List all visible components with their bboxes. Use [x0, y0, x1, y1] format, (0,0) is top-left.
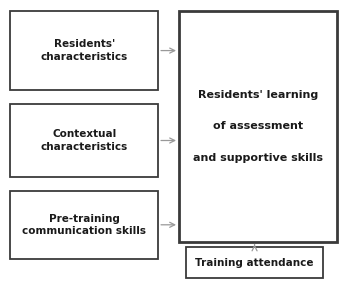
FancyBboxPatch shape [10, 11, 158, 90]
FancyBboxPatch shape [10, 191, 158, 259]
FancyBboxPatch shape [186, 247, 323, 278]
FancyBboxPatch shape [10, 104, 158, 177]
Text: Pre-training
communication skills: Pre-training communication skills [22, 214, 146, 236]
Text: Residents' learning

of assessment

and supportive skills: Residents' learning of assessment and su… [193, 90, 323, 163]
Text: Residents'
characteristics: Residents' characteristics [41, 39, 128, 62]
FancyBboxPatch shape [179, 11, 337, 242]
Text: Training attendance: Training attendance [195, 258, 314, 268]
Text: Contextual
characteristics: Contextual characteristics [41, 129, 128, 152]
